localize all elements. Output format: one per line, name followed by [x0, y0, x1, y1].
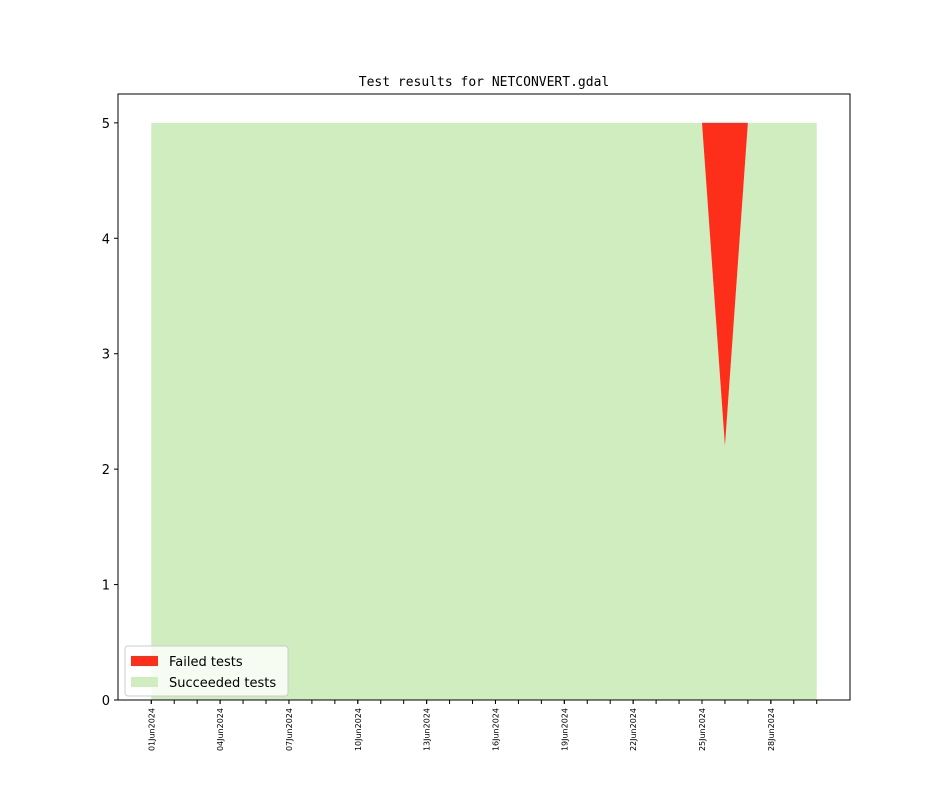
legend-swatch	[131, 656, 158, 666]
x-tick-label: 25Jun2024	[698, 708, 707, 751]
chart-title: Test results for NETCONVERT.gdal	[359, 75, 609, 90]
legend-swatch	[131, 677, 158, 687]
x-tick-label: 16Jun2024	[491, 708, 500, 751]
x-tick-label: 10Jun2024	[354, 708, 363, 751]
x-tick-label: 22Jun2024	[629, 708, 638, 751]
y-tick-label: 5	[102, 117, 110, 132]
y-tick-label: 2	[102, 463, 110, 478]
plot-frame	[117, 93, 851, 701]
legend: Failed tests Succeeded tests	[124, 645, 289, 697]
x-tick-label: 19Jun2024	[560, 708, 569, 751]
legend-box	[124, 645, 289, 697]
y-tick-label: 0	[102, 694, 110, 709]
y-tick-label: 4	[102, 232, 110, 247]
legend-label: Failed tests	[169, 655, 243, 670]
x-tick-label: 01Jun2024	[147, 708, 156, 751]
y-tick-label: 3	[102, 348, 110, 363]
x-tick-label: 13Jun2024	[423, 708, 432, 751]
x-tick-label: 07Jun2024	[285, 708, 294, 751]
area	[151, 122, 817, 701]
x-tick-label: 04Jun2024	[216, 708, 225, 751]
y-tick-label: 1	[102, 579, 110, 594]
legend-label: Succeeded tests	[169, 676, 276, 691]
x-tick-label: 28Jun2024	[767, 708, 776, 751]
